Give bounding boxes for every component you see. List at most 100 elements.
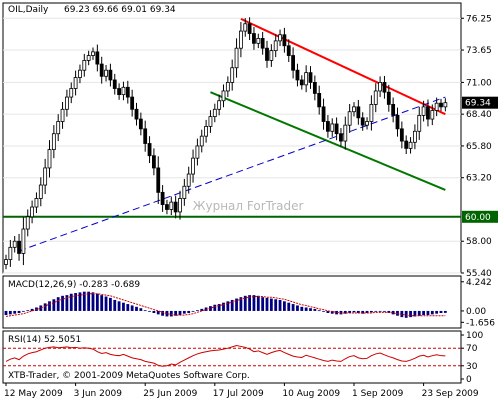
candle-body: [186, 173, 191, 187]
candle-body: [360, 117, 365, 126]
macd-bar: [169, 310, 173, 317]
candle-body: [30, 206, 35, 218]
rsi-line: [5, 345, 446, 367]
macd-bar: [8, 310, 12, 315]
candle-body: [165, 204, 169, 210]
macd-bar: [287, 302, 291, 311]
candle-body: [125, 86, 130, 98]
candle-body: [321, 106, 326, 122]
macd-bar: [252, 295, 256, 311]
macd-bar: [156, 310, 160, 315]
rsi-tick-label: 0: [466, 375, 472, 385]
candle-body: [86, 55, 91, 61]
resistance-trendline: [240, 17, 446, 116]
candle-body: [60, 108, 65, 122]
macd-bar: [13, 310, 17, 314]
symbol-label: OIL,Daily: [8, 5, 49, 15]
macd-bar: [187, 310, 191, 313]
candle-body: [256, 38, 261, 44]
candle-body: [412, 130, 417, 143]
candle-body: [195, 145, 200, 159]
macd-bar: [22, 310, 25, 312]
macd-bar: [230, 299, 234, 311]
macd-bar: [383, 310, 386, 312]
macd-bar: [409, 310, 412, 318]
macd-bar: [109, 297, 112, 311]
price-trendlines: [3, 17, 461, 252]
level-badge: 60.00: [465, 213, 491, 223]
candle-body: [112, 79, 117, 89]
candle-body: [317, 93, 322, 108]
macd-bar: [343, 310, 347, 314]
candle-body: [191, 157, 195, 175]
macd-bar: [443, 310, 447, 313]
time-tick-label: 3 Jun 2009: [74, 389, 123, 399]
macd-bar: [426, 310, 430, 316]
candle-body: [330, 123, 335, 132]
candle-body: [269, 50, 274, 61]
macd-bar: [356, 310, 360, 313]
macd-bar: [148, 310, 151, 312]
candle-body: [95, 51, 100, 65]
macd-bar: [39, 305, 43, 311]
macd-bar: [82, 291, 86, 311]
macd-bar: [322, 310, 325, 312]
macd-bar: [352, 310, 356, 313]
macd-bar: [87, 291, 91, 311]
candle-body: [104, 69, 108, 77]
time-tick-label: 25 Jun 2009: [143, 389, 197, 399]
time-tick-label: 23 Sep 2009: [422, 389, 479, 399]
candle-body: [21, 228, 26, 254]
macd-bar: [117, 301, 121, 311]
macd-bar: [65, 295, 69, 311]
macd-bar: [370, 310, 373, 313]
candle-body: [434, 102, 439, 111]
candle-body: [395, 114, 400, 130]
candle-body: [286, 45, 291, 56]
macd-axis: 4.242 0.00-1.656: [461, 278, 495, 328]
macd-bar: [235, 298, 238, 311]
candle-body: [404, 140, 409, 149]
candle-body: [143, 128, 148, 144]
time-tick-label: 10 Aug 2009: [282, 389, 340, 399]
macd-bar: [300, 306, 304, 311]
macd-bar: [391, 310, 395, 315]
macd-bar: [413, 310, 417, 317]
candles: [4, 17, 448, 270]
candle-body: [47, 149, 52, 169]
candle-body: [373, 90, 378, 105]
macd-bar: [182, 310, 186, 314]
candle-body: [386, 91, 391, 105]
candle-body: [43, 167, 48, 186]
macd-bar: [30, 308, 34, 311]
candle-body: [160, 191, 165, 205]
macd-bar: [330, 310, 334, 314]
macd-bar: [56, 297, 60, 311]
candle-body: [312, 82, 317, 94]
price-grid: [3, 17, 461, 274]
macd-bar: [269, 298, 273, 311]
candle-body: [65, 96, 69, 110]
candle-body: [238, 30, 243, 49]
candle-body: [308, 72, 313, 83]
price-axis: 76.25 73.65 71.00 68.40 65.80 63.20 58.00 55.40…: [461, 14, 498, 279]
candle-body: [339, 133, 343, 142]
candle-body: [252, 33, 256, 44]
macd-signal-line: [5, 293, 446, 317]
macd-bar: [435, 310, 439, 314]
macd-bar: [326, 310, 330, 313]
candle-body: [352, 106, 356, 113]
rsi-axis: 100 70 30 0: [461, 331, 483, 385]
candle-body: [138, 118, 143, 130]
macd-bar: [222, 302, 225, 311]
price-tick-label: 76.25: [466, 14, 492, 24]
candle-body: [265, 47, 269, 61]
macd-bar: [196, 310, 199, 312]
macd-bar: [361, 310, 365, 314]
macd-bar: [213, 304, 217, 311]
candle-body: [91, 51, 95, 56]
macd-bar: [69, 293, 73, 311]
price-tick-label: 55.40: [466, 269, 492, 279]
macd-bar: [243, 295, 247, 311]
